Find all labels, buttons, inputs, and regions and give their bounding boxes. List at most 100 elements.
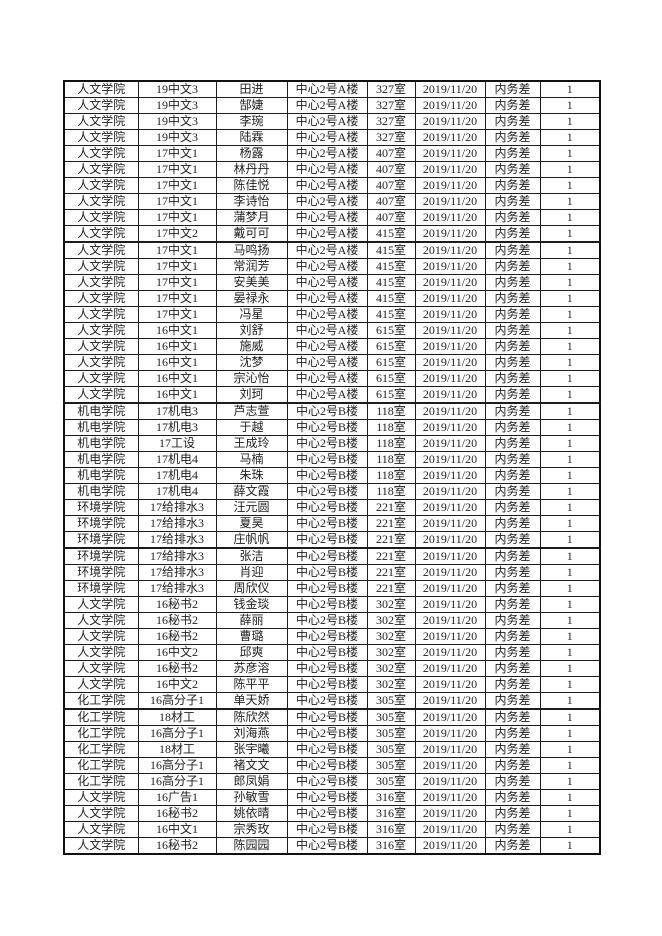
cell-count: 1 [539,177,601,194]
cell-issue: 内务差 [484,515,541,532]
cell-count: 1 [539,354,601,371]
table-row: 化工学院 16高分子1 单天娇 中心2号B楼 305室 2019/11/20 内务差 1 [63,692,601,710]
cell-count: 1 [539,837,601,855]
cell-name: 刘舒 [215,322,288,339]
cell-count: 1 [539,274,601,291]
table-row: 人文学院 16中文1 沈梦 中心2号A楼 615室 2019/11/20 内务差 1 [63,354,601,371]
cell-college: 人文学院 [63,145,139,162]
cell-college: 人文学院 [63,386,139,404]
cell-room: 327室 [366,80,416,98]
cell-name: 刘珂 [215,386,288,404]
cell-building: 中心2号B楼 [286,628,368,645]
table-row: 人文学院 17中文1 马鸣扬 中心2号A楼 415室 2019/11/20 内务差 1 [63,241,601,259]
cell-name: 薛丽 [215,612,288,629]
cell-issue: 内务差 [484,837,541,855]
cell-name: 马鸣扬 [215,241,288,259]
cell-count: 1 [539,628,601,645]
table-row: 人文学院 17中文1 蒲梦月 中心2号A楼 407室 2019/11/20 内务差 1 [63,209,601,226]
cell-room: 305室 [366,708,416,726]
cell-college: 人文学院 [63,193,139,210]
cell-building: 中心2号A楼 [286,386,368,404]
cell-date: 2019/11/20 [414,258,486,275]
cell-building: 中心2号A楼 [286,354,368,371]
cell-college: 人文学院 [63,258,139,275]
cell-college: 人文学院 [63,354,139,371]
cell-name: 姚依晴 [215,805,288,822]
cell-building: 中心2号A楼 [286,290,368,307]
cell-class: 18材工 [137,741,217,758]
cell-college: 机电学院 [63,435,139,452]
cell-class: 16中文2 [137,644,217,661]
cell-date: 2019/11/20 [414,354,486,371]
cell-building: 中心2号B楼 [286,708,368,726]
cell-date: 2019/11/20 [414,660,486,677]
cell-class: 17给排水3 [137,564,217,581]
table-row: 人文学院 16中文1 宗沁怡 中心2号A楼 615室 2019/11/20 内务差 1 [63,370,601,387]
cell-class: 17中文1 [137,209,217,226]
cell-building: 中心2号B楼 [286,580,368,597]
cell-building: 中心2号B楼 [286,837,368,855]
table-row: 人文学院 19中文3 陆霖 中心2号A楼 327室 2019/11/20 内务差 1 [63,129,601,146]
cell-building: 中心2号B楼 [286,692,368,710]
cell-name: 马楠 [215,451,288,468]
cell-class: 16中文2 [137,676,217,693]
cell-count: 1 [539,322,601,339]
cell-count: 1 [539,338,601,355]
cell-room: 221室 [366,547,416,565]
cell-room: 302室 [366,644,416,661]
cell-count: 1 [539,692,601,710]
cell-issue: 内务差 [484,660,541,677]
cell-class: 17机电4 [137,467,217,484]
cell-college: 人文学院 [63,225,139,243]
cell-name: 曹璐 [215,628,288,645]
cell-class: 16广告1 [137,789,217,806]
cell-name: 施威 [215,338,288,355]
cell-date: 2019/11/20 [414,419,486,436]
cell-issue: 内务差 [484,322,541,339]
cell-issue: 内务差 [484,531,541,549]
cell-issue: 内务差 [484,773,541,790]
cell-issue: 内务差 [484,241,541,259]
cell-class: 17中文1 [137,274,217,291]
table-row: 人文学院 16中文2 邱爽 中心2号B楼 302室 2019/11/20 内务差 1 [63,644,601,661]
cell-name: 王成玲 [215,435,288,452]
cell-class: 17机电4 [137,451,217,468]
cell-name: 陈园园 [215,837,288,855]
cell-date: 2019/11/20 [414,467,486,484]
cell-class: 17中文1 [137,241,217,259]
cell-room: 615室 [366,370,416,387]
table-row: 人文学院 16秘书2 钱金琰 中心2号B楼 302室 2019/11/20 内务差 1 [63,596,601,613]
cell-college: 环境学院 [63,531,139,549]
cell-issue: 内务差 [484,97,541,114]
cell-class: 19中文3 [137,129,217,146]
cell-name: 郎凤娟 [215,773,288,790]
cell-date: 2019/11/20 [414,80,486,98]
cell-date: 2019/11/20 [414,564,486,581]
cell-building: 中心2号B楼 [286,676,368,693]
table-row: 化工学院 16高分子1 褚文文 中心2号B楼 305室 2019/11/20 内务差 1 [63,757,601,774]
cell-count: 1 [539,676,601,693]
cell-date: 2019/11/20 [414,370,486,387]
cell-room: 221室 [366,515,416,532]
cell-room: 221室 [366,499,416,516]
cell-date: 2019/11/20 [414,676,486,693]
cell-building: 中心2号B楼 [286,435,368,452]
table-row: 人文学院 19中文3 李琬 中心2号A楼 327室 2019/11/20 内务差 1 [63,113,601,130]
cell-class: 17给排水3 [137,515,217,532]
table-row: 环境学院 17给排水3 夏昊 中心2号B楼 221室 2019/11/20 内务差 1 [63,515,601,532]
cell-count: 1 [539,483,601,500]
cell-building: 中心2号B楼 [286,419,368,436]
cell-issue: 内务差 [484,80,541,98]
cell-date: 2019/11/20 [414,805,486,822]
cell-class: 16高分子1 [137,725,217,742]
cell-issue: 内务差 [484,821,541,838]
cell-issue: 内务差 [484,547,541,565]
cell-issue: 内务差 [484,676,541,693]
cell-building: 中心2号A楼 [286,113,368,130]
cell-date: 2019/11/20 [414,644,486,661]
cell-count: 1 [539,596,601,613]
cell-count: 1 [539,467,601,484]
cell-date: 2019/11/20 [414,129,486,146]
cell-name: 晏禄永 [215,290,288,307]
table-row: 人文学院 17中文1 冯星 中心2号A楼 415室 2019/11/20 内务差 1 [63,306,601,323]
